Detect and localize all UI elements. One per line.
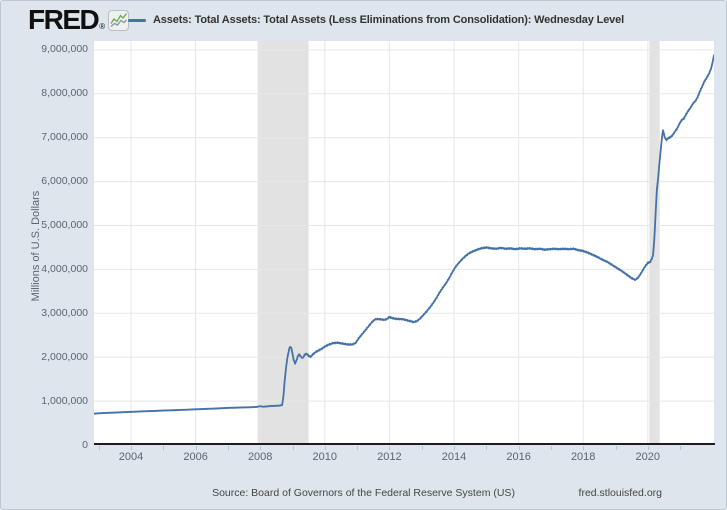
- x-tick-label: 2006: [183, 451, 208, 463]
- x-axis-tick-mark: [163, 446, 165, 450]
- fred-logo[interactable]: FRED ®: [28, 4, 130, 35]
- x-axis-tick-mark: [357, 446, 359, 450]
- fred-logo-text: FRED: [28, 4, 100, 35]
- y-tick-label: 1,000,000: [41, 394, 88, 407]
- y-tick-label: 4,000,000: [41, 262, 88, 275]
- y-tick-label: 7,000,000: [41, 131, 88, 144]
- x-axis-tick-mark: [615, 446, 617, 450]
- x-axis-tick-mark: [324, 446, 326, 450]
- legend-series-label: Assets: Total Assets: Total Assets (Less…: [153, 14, 625, 26]
- y-tick-label: 6,000,000: [41, 175, 88, 188]
- x-tick-label: 2004: [118, 451, 144, 463]
- x-axis-tick-mark: [486, 446, 488, 450]
- legend-line-marker: [128, 18, 146, 22]
- x-axis-tick-mark: [454, 446, 455, 450]
- x-tick-label: 2010: [312, 451, 338, 463]
- x-tick-label: 2018: [570, 451, 596, 463]
- x-axis-tick-mark: [583, 446, 585, 450]
- series-line: [94, 54, 714, 415]
- x-axis-tick-mark: [195, 446, 197, 450]
- x-axis-tick-mark: [518, 446, 520, 450]
- y-tick-label: 8,000,000: [41, 87, 88, 100]
- y-tick-label: 5,000,000: [41, 219, 88, 231]
- x-axis-tick-mark: [131, 446, 132, 450]
- plot-area[interactable]: [94, 41, 714, 445]
- fred-site-link[interactable]: fred.stlouisfed.org: [578, 487, 662, 499]
- x-tick-label: 2012: [377, 451, 402, 463]
- chart-legend: Assets: Total Assets: Total Assets (Less…: [128, 14, 713, 26]
- x-axis-tick-mark: [227, 446, 229, 450]
- registered-trademark: ®: [99, 22, 106, 31]
- y-tick-label: 9,000,000: [41, 43, 88, 56]
- x-axis-tick-mark: [98, 446, 100, 450]
- y-tick-label: 0: [82, 438, 88, 451]
- x-axis-tick-mark: [550, 446, 552, 450]
- fred-sparkline-icon: [108, 9, 130, 31]
- y-axis-title: Millions of U.S. Dollars: [30, 190, 42, 302]
- y-tick-label: 2,000,000: [41, 350, 88, 363]
- x-tick-label: 2016: [506, 451, 531, 463]
- x-tick-label: 2008: [247, 451, 273, 463]
- x-axis-tick-mark: [421, 446, 423, 450]
- x-axis-tick-mark: [647, 446, 649, 450]
- x-tick-label: 2014: [441, 451, 467, 463]
- x-axis-line: [94, 443, 715, 445]
- x-axis-tick-mark: [260, 446, 262, 450]
- source-link[interactable]: Source: Board of Governors of the Federa…: [212, 487, 515, 499]
- x-axis-tick-mark: [389, 446, 391, 450]
- y-tick-label: 3,000,000: [41, 306, 88, 319]
- x-tick-label: 2020: [635, 451, 661, 463]
- recession-band: [257, 41, 309, 445]
- x-axis-tick-mark: [680, 446, 682, 450]
- x-axis-tick-mark: [292, 446, 294, 450]
